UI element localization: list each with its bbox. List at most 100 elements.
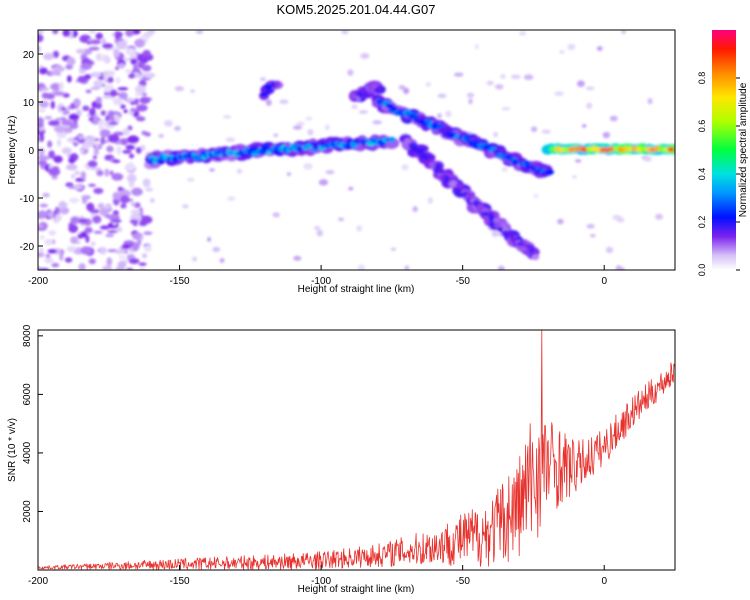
heatmap-cell — [66, 245, 76, 253]
heatmap-cell — [99, 129, 111, 138]
heatmap-cell — [122, 149, 132, 154]
heatmap-cell — [528, 248, 535, 253]
heatmap-cell — [121, 244, 131, 250]
colorbar-tick-label: 0.8 — [697, 72, 707, 85]
heatmap-cell — [338, 217, 345, 222]
heatmap-cell — [128, 73, 136, 79]
heatmap-cell — [586, 223, 595, 229]
snr-panel: -200 -150 -100 -50 0 2000 4000 6000 8000 Height… — [7, 324, 676, 595]
heatmap-cell — [122, 127, 130, 136]
heatmap-cell — [38, 155, 50, 161]
bottom-x-tick-label: 0 — [601, 576, 607, 587]
heatmap-cell — [109, 170, 114, 176]
heatmap-cell — [367, 88, 374, 94]
heatmap-cell — [356, 225, 363, 232]
heatmap-cell — [40, 163, 45, 170]
figure-title: KOM5.2025.201.04.44.G07 — [276, 2, 435, 17]
heatmap-cell — [125, 144, 136, 150]
heatmap-cell — [554, 91, 565, 96]
heatmap-cell — [212, 246, 221, 252]
heatmap-cell — [54, 206, 60, 215]
heatmap-cell — [58, 117, 67, 121]
heatmap-cell — [209, 168, 215, 172]
heatmap-cell — [497, 265, 505, 270]
heatmap-cell — [86, 202, 95, 212]
heatmap-cell — [143, 72, 156, 79]
heatmap-cell — [575, 159, 582, 163]
heatmap-cell — [111, 219, 122, 223]
heatmap-cell — [142, 178, 151, 188]
top-y-ticks: -20 -10 0 10 20 — [20, 50, 43, 253]
heatmap-cell — [50, 100, 55, 110]
heatmap-cell — [114, 250, 126, 255]
heatmap-cell — [493, 217, 501, 224]
heatmap-cell — [61, 119, 73, 126]
heatmap-cell — [141, 64, 152, 72]
heatmap-cell — [38, 117, 44, 125]
heatmap-cell — [48, 167, 61, 177]
heatmap-cell — [64, 110, 70, 115]
heatmap-cell — [453, 72, 464, 77]
heatmap-cell — [605, 246, 614, 254]
heatmap-cell — [387, 136, 396, 143]
colorbar: 0.0 0.2 0.4 0.6 0.8 Normalized spectral ampl… — [697, 30, 749, 276]
heatmap-cell — [357, 264, 365, 270]
bottom-x-tick-label: -200 — [28, 576, 48, 587]
heatmap-cell — [124, 163, 136, 171]
heatmap-cell — [313, 225, 321, 231]
heatmap-cell — [95, 102, 102, 110]
heatmap-cell — [468, 98, 473, 105]
heatmap-cell — [105, 233, 114, 238]
heatmap-cell — [531, 254, 540, 261]
heatmap-cell — [118, 255, 126, 260]
heatmap-cell — [87, 160, 98, 168]
heatmap-cell — [105, 55, 110, 65]
heatmap-cell — [439, 126, 446, 134]
heatmap-cell — [134, 93, 143, 97]
heatmap-cell — [135, 40, 145, 46]
heatmap-cell — [38, 67, 48, 75]
heatmap-cell — [516, 241, 525, 247]
heatmap-cell — [427, 157, 435, 163]
heatmap-cell — [88, 258, 96, 265]
heatmap-cell — [112, 191, 122, 200]
heatmap-cell — [134, 98, 140, 106]
heatmap-cell — [93, 230, 103, 234]
heatmap-cell — [82, 196, 88, 205]
heatmap-cell — [501, 107, 511, 111]
heatmap-cell — [139, 96, 151, 104]
heatmap-cell — [52, 50, 60, 59]
heatmap-cell — [307, 129, 314, 136]
heatmap-cell — [616, 217, 625, 223]
heatmap-cell — [667, 147, 675, 153]
heatmap-cell — [310, 141, 318, 147]
heatmap-cells — [38, 30, 675, 270]
heatmap-cell — [510, 74, 521, 80]
heatmap-cell — [474, 44, 479, 50]
heatmap-cell — [93, 187, 104, 195]
heatmap-cell — [120, 104, 126, 109]
heatmap-cell — [274, 80, 281, 88]
heatmap-cell — [114, 66, 120, 71]
heatmap-cell — [112, 159, 121, 164]
heatmap-cell — [141, 56, 152, 61]
heatmap-cell — [102, 70, 108, 80]
heatmap-cell — [437, 113, 442, 119]
heatmap-cell — [259, 77, 267, 81]
heatmap-cell — [38, 221, 48, 230]
heatmap-cell — [585, 86, 595, 91]
heatmap-cell — [466, 92, 475, 98]
heatmap-cell — [60, 106, 67, 111]
heatmap-cell — [48, 230, 57, 236]
heatmap-cell — [44, 257, 54, 264]
heatmap-cell — [581, 124, 587, 128]
heatmap-cell — [38, 33, 44, 43]
heatmap-cell — [90, 213, 95, 218]
heatmap-cell — [486, 80, 494, 86]
heatmap-cell — [655, 213, 663, 220]
heatmap-cell — [45, 253, 51, 259]
heatmap-cell — [259, 92, 268, 98]
heatmap-cell — [95, 32, 103, 40]
heatmap-cell — [117, 87, 129, 91]
heatmap-cell — [419, 153, 427, 159]
